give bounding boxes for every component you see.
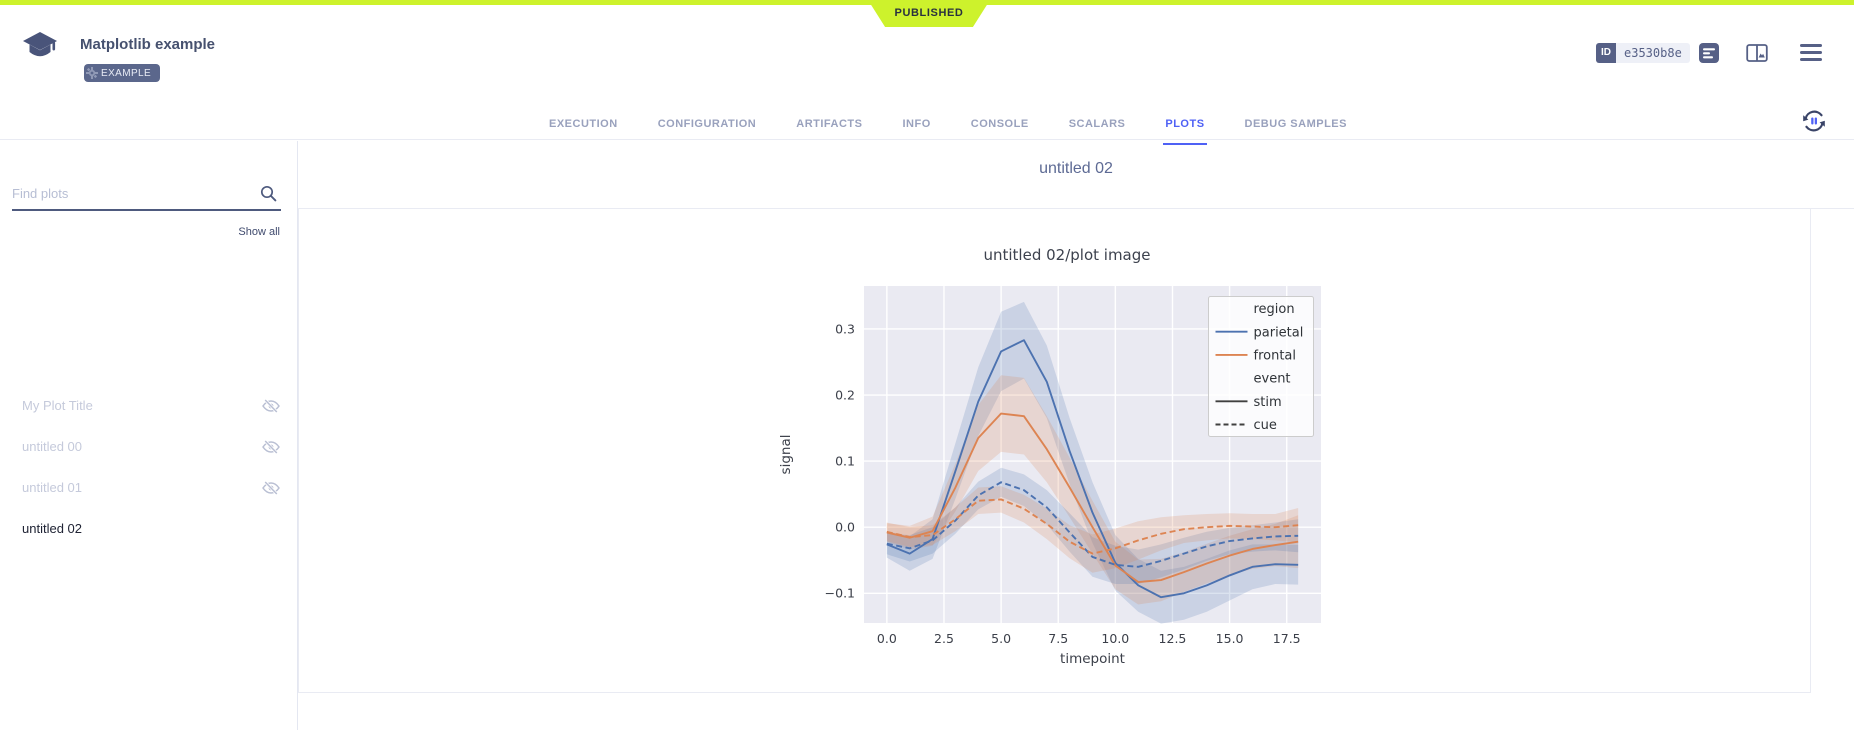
legend-label-cue: cue (1254, 418, 1277, 433)
search-icon[interactable] (260, 185, 277, 202)
line-chart: 0.0 2.5 5.0 7.5 10.0 12.5 15.0 17.5 −0.1 0.0 0.1 0.… (778, 246, 1321, 667)
menu-icon[interactable] (1800, 44, 1822, 62)
legend-label-frontal: frontal (1254, 348, 1297, 363)
experiment-id-chip[interactable]: ID e3530b8e (1596, 43, 1690, 63)
plot-list-item[interactable]: untitled 00 (0, 426, 298, 467)
eye-hidden-icon[interactable] (262, 480, 280, 495)
ci-band-frontal-stim (886, 375, 1299, 605)
legend-label-region: region (1254, 302, 1295, 317)
plot-item-label: untitled 01 (22, 480, 82, 495)
x-tick-label: 12.5 (1159, 631, 1187, 646)
series-line-parietal-stim (886, 339, 1299, 599)
experiment-title: Matplotlib example (80, 36, 216, 53)
tab-info[interactable]: INFO (902, 118, 931, 130)
x-tick-label: 10.0 (1101, 631, 1129, 646)
ci-band-frontal-cue (886, 486, 1299, 573)
split-view-icon[interactable] (1746, 42, 1768, 64)
x-tick-label: 5.0 (991, 631, 1011, 646)
auto-refresh-icon[interactable] (1801, 108, 1827, 134)
legend-box (1208, 296, 1314, 437)
y-tick-label: 0.0 (835, 520, 855, 535)
legend-label-stim: stim (1254, 395, 1282, 410)
plot-list-item-selected[interactable]: untitled 02 (0, 508, 298, 549)
plot-item-label: untitled 02 (22, 521, 82, 536)
tab-artifacts[interactable]: ARTIFACTS (796, 118, 863, 130)
x-tick-label: 7.5 (1048, 631, 1068, 646)
id-value: e3530b8e (1616, 43, 1690, 63)
ci-band-parietal-cue (886, 467, 1299, 585)
legend-label-event: event (1254, 372, 1291, 387)
plot-figure: 0.0 2.5 5.0 7.5 10.0 12.5 15.0 17.5 −0.1 0.0 0.1 0.… (758, 230, 1358, 686)
y-axis-label: signal (778, 435, 794, 475)
plot-list-item[interactable]: untitled 01 (0, 467, 298, 508)
search-input[interactable] (12, 186, 252, 201)
tab-scalars[interactable]: SCALARS (1068, 118, 1126, 130)
x-axis-label: timepoint (1060, 651, 1125, 667)
tab-console[interactable]: CONSOLE (970, 118, 1029, 130)
x-tick-label: 2.5 (934, 631, 954, 646)
app-header: Matplotlib example EXAMPLE ID e3530b8e (0, 5, 1854, 145)
plot-item-label: My Plot Title (22, 398, 93, 413)
plot-search[interactable] (12, 185, 281, 211)
show-all-link[interactable]: Show all (238, 226, 280, 238)
x-tick-label: 0.0 (877, 631, 897, 646)
tab-configuration[interactable]: CONFIGURATION (657, 118, 757, 130)
tab-plots[interactable]: PLOTS (1163, 109, 1207, 145)
x-tick-label: 15.0 (1216, 631, 1244, 646)
id-label: ID (1596, 43, 1616, 63)
eye-hidden-icon[interactable] (262, 398, 280, 413)
eye-hidden-icon[interactable] (262, 439, 280, 454)
plot-item-label: untitled 00 (22, 439, 82, 454)
description-icon[interactable] (1698, 42, 1720, 64)
chart-title: untitled 02/plot image (983, 246, 1150, 264)
status-badge: PUBLISHED (868, 0, 990, 27)
app-logo-icon (23, 32, 57, 57)
gear-icon (86, 67, 98, 79)
ci-band-parietal-stim (886, 301, 1299, 624)
y-tick-label: 0.2 (835, 387, 855, 402)
y-tick-label: 0.1 (835, 453, 855, 468)
x-tick-label: 17.5 (1273, 631, 1301, 646)
tab-bar: EXECUTION CONFIGURATION ARTIFACTS INFO C… (547, 109, 1349, 145)
example-tag-badge: EXAMPLE (84, 64, 161, 82)
plot-group-title: untitled 02 (1039, 160, 1113, 177)
plots-sidebar: Show all My Plot Title untitled 00 untit… (0, 141, 298, 730)
y-tick-label: −0.1 (825, 586, 855, 601)
series-line-parietal-cue (886, 481, 1299, 568)
plot-list-item[interactable]: My Plot Title (0, 385, 298, 426)
example-tag-label: EXAMPLE (101, 68, 152, 79)
tab-execution[interactable]: EXECUTION (549, 118, 618, 130)
series-line-frontal-stim (886, 412, 1299, 583)
tab-debug-samples[interactable]: DEBUG SAMPLES (1244, 118, 1347, 130)
legend-label-parietal: parietal (1254, 325, 1304, 340)
y-tick-label: 0.3 (835, 321, 855, 336)
divider (298, 208, 1854, 209)
series-line-frontal-cue (886, 498, 1299, 555)
